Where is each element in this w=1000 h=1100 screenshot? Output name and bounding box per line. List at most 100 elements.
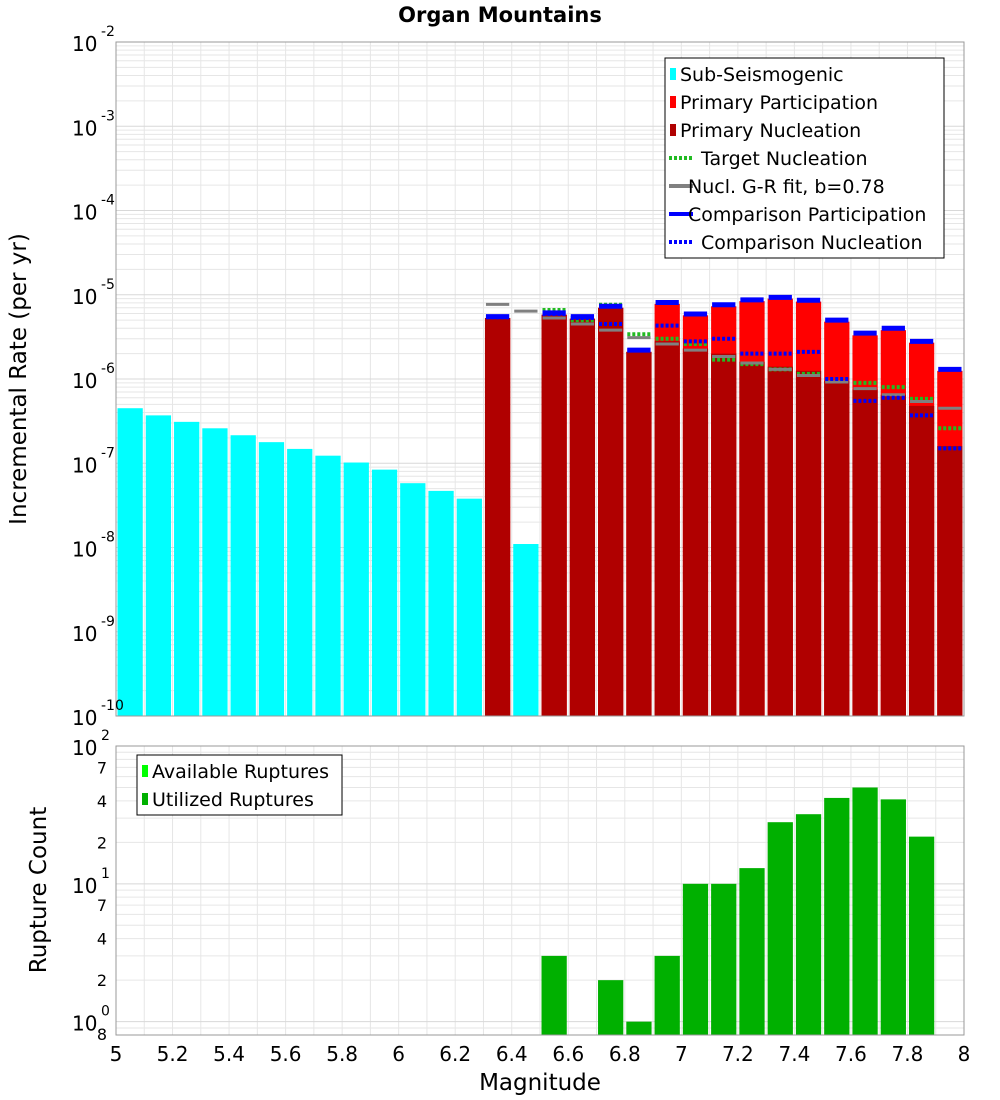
sub-seismogenic-bar — [343, 462, 369, 716]
utilized-ruptures-bar — [880, 799, 906, 1035]
count-y-minor-label: 7 — [97, 758, 107, 777]
x-tick-label: 5 — [110, 1042, 123, 1066]
rate-y-tick-label: 10 -10 — [72, 698, 124, 730]
rate-legend-item: Comparison Nucleation — [669, 232, 923, 254]
x-tick-label: 7.4 — [778, 1042, 810, 1066]
rate-y-tick-exponent: -9 — [101, 614, 115, 630]
x-tick-label: 6 — [392, 1042, 405, 1066]
rate-y-tick-base: 10 — [72, 622, 97, 646]
count-y-minor-label: 4 — [97, 930, 107, 949]
count-legend-label: Utilized Ruptures — [152, 789, 314, 811]
primary-nucleation-bar — [654, 341, 680, 716]
utilized-ruptures-bar — [598, 980, 624, 1035]
rate-plot-border — [115, 41, 965, 717]
rate-legend-label: Target Nucleation — [700, 148, 868, 170]
rate-legend-label: Comparison Participation — [688, 204, 926, 226]
rate-legend-label: Comparison Nucleation — [701, 232, 923, 254]
rate-y-tick-exponent: -4 — [101, 193, 115, 209]
x-tick-label: 7 — [675, 1042, 688, 1066]
rate-y-tick-base: 10 — [72, 32, 97, 56]
rate-y-tick-base: 10 — [72, 538, 97, 562]
sub-seismogenic-bar — [371, 469, 398, 716]
primary-nucleation-bar — [937, 446, 963, 716]
sub-seismogenic-bar — [456, 498, 482, 716]
count-legend-item: Utilized Ruptures — [142, 789, 314, 811]
sub-seismogenic-bar — [513, 544, 539, 716]
count-y-minor-label: 8 — [97, 1025, 107, 1044]
rate-legend-label: Nucl. G-R fit, b=0.78 — [688, 176, 885, 198]
rate-legend-swatch — [670, 124, 676, 136]
sub-seismogenic-bar — [400, 483, 426, 716]
primary-nucleation-bar — [598, 307, 624, 716]
x-tick-label: 7.6 — [835, 1042, 867, 1066]
sub-seismogenic-bar — [174, 421, 200, 716]
x-tick-label: 7.8 — [892, 1042, 924, 1066]
sub-seismogenic-bar — [117, 408, 143, 716]
count-y-tick-base: 10 — [72, 736, 97, 760]
x-tick-label: 5.6 — [270, 1042, 302, 1066]
utilized-ruptures-bar — [767, 822, 793, 1035]
rate-y-tick-base: 10 — [72, 453, 97, 477]
count-y-minor-label: 4 — [97, 792, 107, 811]
count-y-minor-label: 7 — [97, 896, 107, 915]
rate-y-tick-label: 10 -3 — [72, 108, 115, 140]
rate-y-tick-label: 10 -8 — [72, 530, 115, 562]
count-y-tick-label: 10 2 — [72, 728, 110, 760]
rupture-count-y-axis-title: Rupture Count — [26, 807, 52, 973]
rate-legend-item: Primary Participation — [670, 92, 878, 114]
rate-y-tick-base: 10 — [72, 201, 97, 225]
x-tick-label: 6.2 — [439, 1042, 471, 1066]
primary-nucleation-bar — [682, 348, 709, 716]
count-y-minor-label: 2 — [97, 971, 107, 990]
count-y-tick-exponent: 2 — [101, 728, 110, 744]
rate-legend-item: Nucl. G-R fit, b=0.78 — [669, 176, 885, 198]
count-legend: Available Ruptures Utilized Ruptures — [136, 754, 343, 816]
x-tick-label: 6.6 — [552, 1042, 584, 1066]
rate-y-tick-label: 10 -7 — [72, 445, 115, 477]
rate-legend-frame — [664, 57, 945, 259]
rate-bars — [117, 298, 963, 716]
rate-y-tick-base: 10 — [72, 116, 97, 140]
count-legend-label: Available Ruptures — [152, 761, 329, 783]
count-y-tick-base: 10 — [72, 874, 97, 898]
rate-y-tick-label: 10 -9 — [72, 614, 115, 646]
count-y-tick-label: 10 0 — [72, 1004, 110, 1036]
count-y-tick-exponent: 0 — [101, 1004, 110, 1020]
primary-nucleation-bar — [569, 318, 596, 716]
rate-legend-item: Target Nucleation — [669, 148, 868, 170]
count-y-tick-label: 10 1 — [72, 866, 110, 898]
x-tick-label: 5.8 — [326, 1042, 358, 1066]
rate-y-tick-base: 10 — [72, 285, 97, 309]
x-axis-title: Magnitude — [479, 1070, 601, 1096]
rate-y-tick-exponent: -2 — [101, 24, 115, 40]
x-tick-label: 8 — [958, 1042, 971, 1066]
primary-nucleation-bar — [880, 394, 906, 716]
rate-y-tick-label: 10 -5 — [72, 277, 115, 309]
count-bars — [541, 787, 935, 1035]
rate-y-tick-label: 10 -6 — [72, 361, 115, 393]
utilized-ruptures-bar — [739, 868, 765, 1035]
primary-nucleation-bar — [824, 380, 850, 716]
rate-y-tick-exponent: -8 — [101, 530, 115, 546]
primary-nucleation-bar — [795, 370, 822, 716]
count-legend-item: Available Ruptures — [142, 761, 329, 783]
count-plot-border — [115, 745, 965, 1036]
rate-y-tick-base: 10 — [72, 369, 97, 393]
utilized-ruptures-bar — [626, 1021, 652, 1035]
rate-legend-label: Primary Nucleation — [680, 120, 861, 142]
rate-y-tick-exponent: -6 — [101, 361, 115, 377]
primary-nucleation-bar — [626, 351, 652, 716]
utilized-ruptures-bar — [541, 955, 567, 1035]
utilized-ruptures-bar — [711, 883, 737, 1035]
sub-seismogenic-bar — [428, 490, 454, 716]
primary-nucleation-bar — [767, 366, 793, 716]
rate-y-tick-exponent: -5 — [101, 277, 115, 293]
rate-legend-item: Primary Nucleation — [670, 120, 861, 142]
primary-nucleation-bar — [739, 361, 765, 716]
sub-seismogenic-bar — [315, 455, 341, 716]
rate-legend-item: Sub-Seismogenic — [670, 64, 844, 86]
rate-legend-swatch — [670, 68, 676, 80]
rate-legend-item: Comparison Participation — [669, 204, 926, 226]
utilized-ruptures-bar — [795, 814, 822, 1035]
